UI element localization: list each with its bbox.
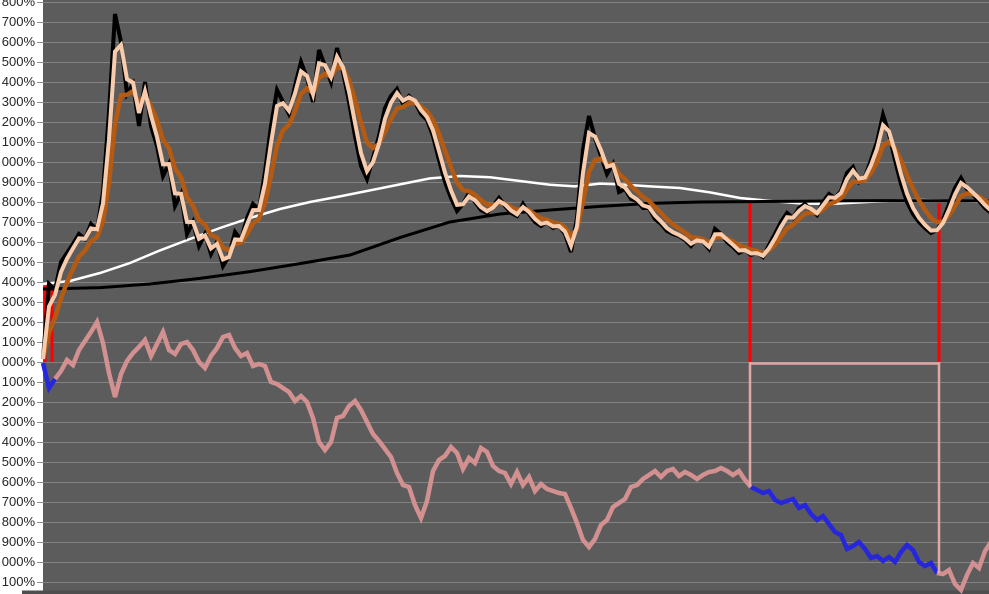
y-axis-tick-label: 200% [1,114,35,129]
plot-background [43,0,989,594]
y-axis-tick-label: 900% [1,534,35,549]
y-axis-tick-label: 100% [1,134,35,149]
y-axis-tick-label: 000% [1,554,35,569]
y-axis-tick-label: 800% [1,194,35,209]
y-axis-tick-label: 700% [1,494,35,509]
y-axis-tick-label: 700% [1,14,35,29]
drawdown-line-segment [749,484,939,575]
y-axis-tick-label: 300% [1,94,35,109]
y-axis-tick-label: 400% [1,434,35,449]
chart-bottom-edge [22,590,989,594]
y-axis-tick-label: 200% [1,394,35,409]
y-axis-tick-label: 400% [1,74,35,89]
y-axis-tick-label: 500% [1,254,35,269]
y-axis-tick-label: 500% [1,54,35,69]
ma-long-line [42,199,989,291]
y-axis-tick-label: 100% [1,334,35,349]
equity-ema-slow-line [40,63,989,360]
y-axis-tick-label: 600% [1,474,35,489]
equity-ema-fast-line [41,40,989,360]
y-axis-tick-label: 500% [1,454,35,469]
y-axis-tick-label: 600% [1,34,35,49]
y-axis-tick-label: 800% [1,0,35,9]
y-axis-tick-label: 200% [1,314,35,329]
y-axis-tick-label: 900% [1,174,35,189]
y-axis-tick-label: 800% [1,514,35,529]
drawdown-line-segment [936,540,989,594]
y-axis-tick-label: 300% [1,414,35,429]
drawdown-line-segment [53,316,753,551]
y-axis-tick-label: 000% [1,354,35,369]
y-axis-tick-label: 700% [1,214,35,229]
y-axis-tick-label: 400% [1,274,35,289]
y-axis-tick-label: 100% [1,374,35,389]
y-axis-tick-label: 600% [1,234,35,249]
y-axis-tick-label: 300% [1,294,35,309]
y-axis-tick-label: 000% [1,154,35,169]
y-axis-tick-label: 100% [1,574,35,589]
